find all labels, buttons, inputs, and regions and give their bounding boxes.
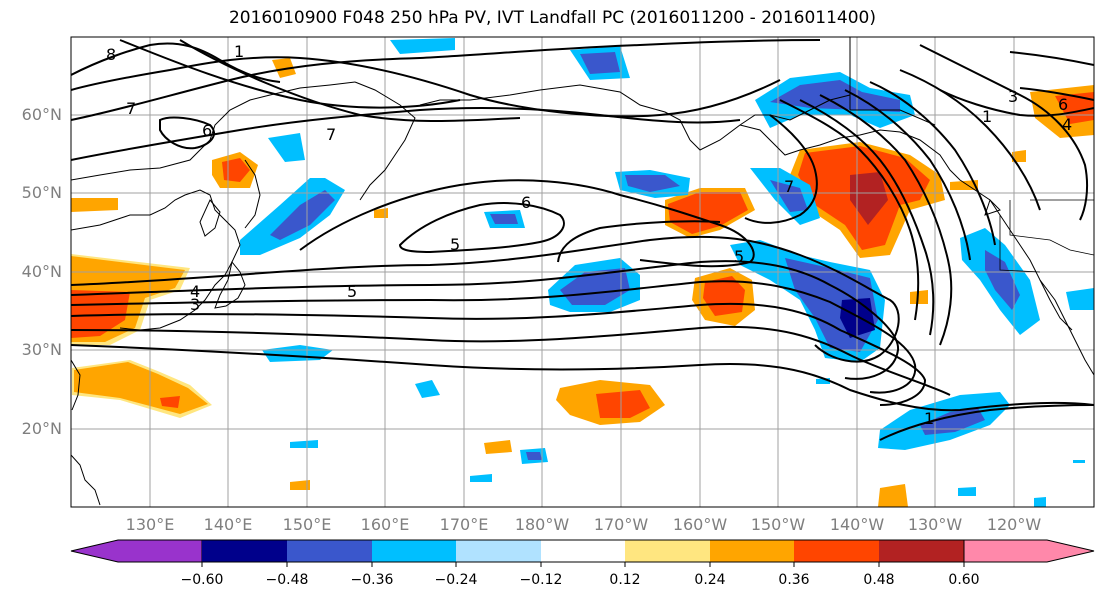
colorbar-tick-label: −0.36 [350,572,394,588]
contour-label: 6 [1058,95,1068,114]
lon-label: 180°W [514,515,570,534]
colorbar-tick-label: 0.36 [778,572,810,588]
pv-negative-aleutian [390,38,690,228]
contour-label: 1 [234,42,244,61]
lon-label: 160°E [360,515,410,534]
lon-label: 130°E [125,515,175,534]
contour-label: 6 [202,121,212,140]
pv-positive-gulf-alaska [790,142,945,258]
pv-positive-small-patches [272,58,1026,507]
colorbar-segment [625,540,710,562]
lat-label: 60°N [21,105,62,124]
colorbar-tick-label: −0.24 [434,572,478,588]
borders [999,199,1094,273]
lon-label: 150°E [282,515,332,534]
colorbar-segment [710,540,794,562]
pv-negative-alaska [750,72,915,225]
contour-label: 1 [982,107,992,126]
colorbar-segment [372,540,456,562]
lon-label: 140°E [203,515,253,534]
colorbar-segment [879,540,964,562]
contour-label: 7 [126,99,136,118]
contour-label: 3 [190,295,200,314]
lon-label: 140°W [829,515,885,534]
colorbar-ticks [201,562,965,567]
contour-label: 6 [521,193,531,212]
contour-label: 4 [1062,115,1072,134]
colorbar-segment [202,540,287,562]
map-frame [70,36,1095,508]
lat-label: 40°N [21,262,62,281]
colorbar-segment [287,540,372,562]
pv-positive-west-coast [71,198,190,345]
contour-label: 5 [347,282,357,301]
colorbar-tick-label: 0.24 [694,572,726,588]
pv-positive-sw-band [72,360,212,418]
pv-positive-ne-corner [1030,85,1094,138]
lon-label: 120°W [986,515,1042,534]
pv-negative-west-coast [960,228,1094,335]
colorbar-extend-high [963,539,1095,563]
colorbar-tick-label: −0.60 [180,572,224,588]
contour-label: 5 [450,235,460,254]
contour-label: 8 [106,45,116,64]
pv-positive-central-north [665,188,755,238]
colorbar-tick-label: −0.12 [519,572,563,588]
contour-label: 7 [326,125,336,144]
lon-label: 150°W [750,515,806,534]
lat-label: 50°N [21,183,62,202]
lon-label: 170°E [439,515,489,534]
lon-label: 130°W [907,515,963,534]
contour-label: 3 [1008,87,1018,106]
contour-label: 7 [784,177,794,196]
pv-positive-japan-sea [212,152,258,188]
pv-contours [71,39,1094,441]
lat-label: 20°N [21,419,62,438]
lon-label: 170°W [593,515,649,534]
colorbar-segment [456,540,541,562]
colorbar-segment [794,540,879,562]
colorbar-tick-label: 0.48 [863,572,895,588]
pv-negative-kuroshio [240,133,345,255]
contour-label-group: 8 7 1 6 7 7 6 5 5 4 3 5 1 3 1 6 4 [106,42,1072,428]
contour-label: 4 [190,282,200,301]
colorbar [70,539,1095,567]
colorbar-tick-label: 0.12 [609,572,641,588]
colorbar-segment [541,540,625,562]
contour-label: 1 [924,409,934,428]
colorbar-tick-label: 0.60 [948,572,980,588]
map-title: 2016010900 F048 250 hPa PV, IVT Landfall… [228,8,876,28]
pv-positive-hawaii-north [556,380,665,425]
lon-label: 160°W [672,515,728,534]
colorbar-extend-low [70,539,203,563]
lat-label: 30°N [21,340,62,359]
contour-label: 5 [734,247,744,266]
colorbar-tick-label: −0.48 [265,572,309,588]
